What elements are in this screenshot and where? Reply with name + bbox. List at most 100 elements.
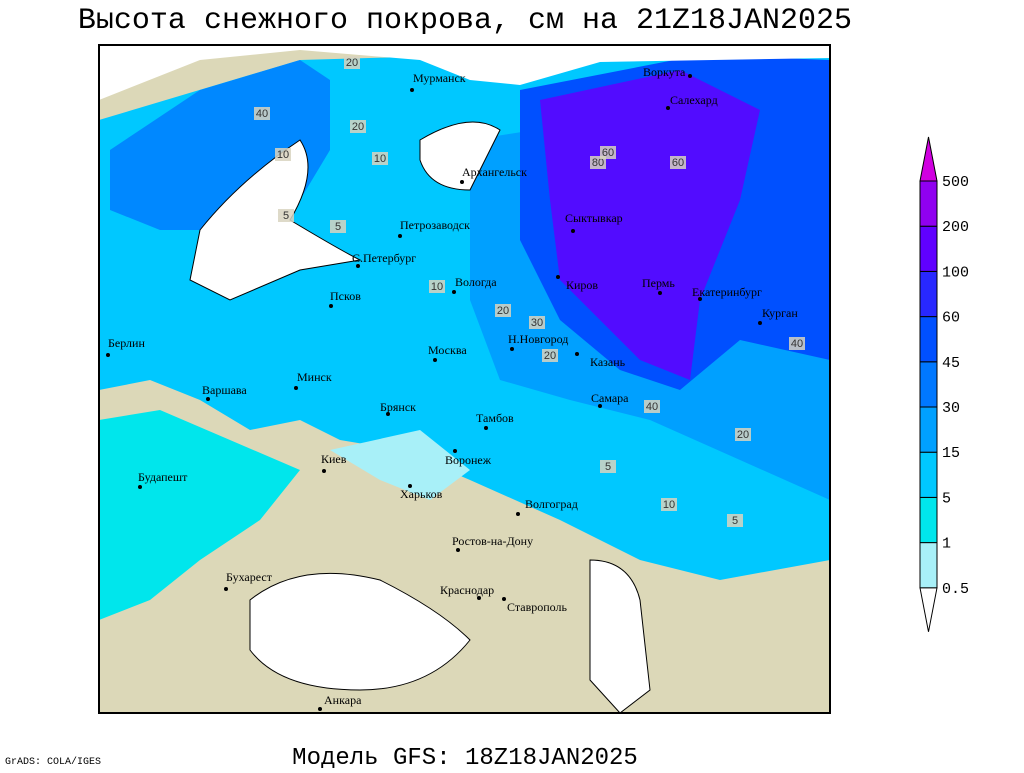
- city-dot: [138, 485, 142, 489]
- city-label: Пермь: [642, 276, 675, 290]
- contour-label-bg: [330, 220, 346, 233]
- city-label: Минск: [297, 370, 332, 384]
- city-dot: [575, 352, 579, 356]
- city-dot: [658, 291, 662, 295]
- arctic-sea: [99, 45, 830, 100]
- city-label: Курган: [762, 306, 798, 320]
- colorbar-label: 30: [942, 400, 960, 417]
- city-label: Сыктывкар: [565, 211, 623, 225]
- city-label: Самара: [591, 391, 629, 405]
- contour-label: 20: [352, 121, 364, 133]
- contour-label: 10: [663, 499, 675, 511]
- colorbar-segment: [919, 496, 938, 544]
- contour-label: 40: [646, 401, 658, 413]
- contour-label: 5: [283, 210, 289, 222]
- colorbar-segment: [919, 316, 938, 363]
- contour-label-bg: [542, 349, 558, 362]
- city-dot: [318, 707, 322, 711]
- city-dot: [453, 449, 457, 453]
- city-label: Воронеж: [445, 453, 492, 467]
- city-dot: [477, 596, 481, 600]
- contour-label-bg: [600, 146, 616, 159]
- contour-label: 5: [732, 515, 738, 527]
- colorbar-segment: [919, 451, 938, 498]
- city-dot: [206, 397, 210, 401]
- snow-zone: [330, 70, 500, 250]
- contour-label-bg: [344, 56, 360, 69]
- map-frame: [98, 44, 831, 714]
- contour-label-bg: [727, 514, 743, 527]
- city-label: Волгоград: [525, 497, 578, 511]
- city-dot: [484, 426, 488, 430]
- contour-label-bg: [735, 428, 751, 441]
- city-dot: [386, 412, 390, 416]
- contour-label: 40: [256, 108, 268, 120]
- city-dot: [224, 587, 228, 591]
- colorbar-cap: [919, 136, 938, 182]
- contour-label-bg: [275, 148, 291, 161]
- city-dot: [688, 74, 692, 78]
- colorbar-segment: [919, 270, 938, 318]
- contour-label-bg: [429, 280, 445, 293]
- city-dot: [698, 297, 702, 301]
- city-dot: [398, 234, 402, 238]
- city-dot: [598, 404, 602, 408]
- contour-label-bg: [495, 304, 511, 317]
- caspian-sea: [589, 559, 651, 713]
- contour-label-bg: [644, 400, 660, 413]
- city-dot: [556, 275, 560, 279]
- city-label: Архангельск: [462, 165, 527, 179]
- city-dot: [456, 548, 460, 552]
- colorbar-segment: [919, 361, 938, 408]
- contour-label: 20: [497, 305, 509, 317]
- footer: Модель GFS: 18Z18JAN2025: [292, 745, 638, 768]
- city-dot: [329, 304, 333, 308]
- city-label: С.Петербург: [352, 251, 416, 265]
- contour-label: 20: [544, 350, 556, 362]
- city-label: Берлин: [108, 336, 145, 350]
- colorbar-label: 5: [942, 490, 951, 507]
- city-label: Казань: [590, 355, 626, 369]
- colorbar-label: 45: [942, 355, 960, 372]
- credit: GrADS: COLA/IGES: [5, 756, 101, 768]
- contour-label: 30: [531, 317, 543, 329]
- contour-label: 5: [605, 461, 611, 473]
- city-label: Киев: [321, 452, 347, 466]
- contour-label: 20: [737, 429, 749, 441]
- city-dot: [322, 469, 326, 473]
- city-label: Петрозаводск: [400, 218, 470, 232]
- city-label: Ростов-на-Дону: [452, 534, 533, 548]
- city-label: Тамбов: [476, 411, 514, 425]
- city-dot: [510, 347, 514, 351]
- colorbar-label: 1: [942, 536, 951, 553]
- city-dot: [571, 229, 575, 233]
- contour-label: 60: [602, 147, 614, 159]
- map: Мурманск Воркута Салехард Архангельск Петроз…: [99, 45, 830, 713]
- colorbar-segment: [919, 406, 938, 453]
- city-dot: [758, 321, 762, 325]
- contour-label: 10: [277, 149, 289, 161]
- city-label: Бухарест: [226, 570, 273, 584]
- colorbar-label: 15: [942, 445, 960, 462]
- contour-label: 5: [335, 221, 341, 233]
- city-dot: [106, 353, 110, 357]
- contour-label: 10: [431, 281, 443, 293]
- colorbar-segment: [919, 542, 938, 589]
- city-dot: [452, 290, 456, 294]
- colorbar-label: 100: [942, 264, 969, 281]
- contour-label-bg: [350, 120, 366, 133]
- city-dot: [516, 512, 520, 516]
- black-sea: [249, 572, 471, 691]
- snow-zone: [330, 430, 470, 500]
- city-label: Будапешт: [138, 470, 188, 484]
- city-label: Москва: [428, 343, 467, 357]
- colorbar-label: 200: [942, 219, 969, 236]
- city-label: Воркута: [643, 65, 686, 79]
- city-label: Ставрополь: [507, 600, 567, 614]
- contour-label-bg: [670, 156, 686, 169]
- city-dot: [294, 386, 298, 390]
- contour-label: 10: [374, 153, 386, 165]
- city-dot: [356, 264, 360, 268]
- city-label: Брянск: [380, 400, 416, 414]
